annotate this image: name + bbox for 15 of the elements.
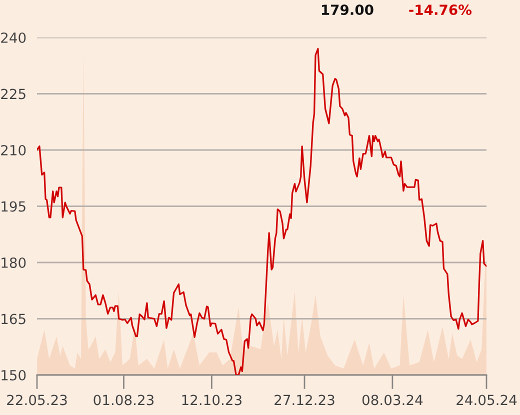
x-tick-label: 12.10.23 [182, 394, 242, 406]
y-tick-label: 195 [2, 201, 26, 212]
y-tick-label: 180 [2, 257, 26, 268]
y-tick-label: 240 [1, 32, 26, 43]
x-tick-label: 01.08.23 [94, 394, 154, 406]
y-tick-label: 150 [2, 370, 26, 380]
text: 179.00 [322, 4, 374, 16]
y-tick-label: 165 [2, 314, 26, 324]
text: -14.76% [409, 4, 472, 16]
x-tick-label: 08.03.24 [362, 394, 423, 406]
y-tick-label: 225 [1, 88, 26, 100]
y-tick-label: 210 [1, 144, 26, 156]
x-tick-label: 27.12.23 [274, 394, 334, 406]
x-tick-label: 22.05.23 [7, 394, 67, 406]
x-tick-label: 24.05.24 [456, 394, 517, 406]
